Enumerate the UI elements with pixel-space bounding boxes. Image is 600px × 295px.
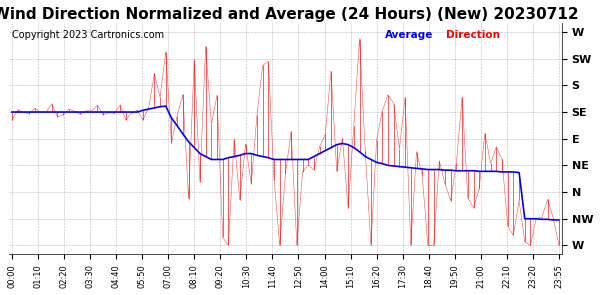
Text: Copyright 2023 Cartronics.com: Copyright 2023 Cartronics.com <box>12 30 164 40</box>
Title: Wind Direction Normalized and Average (24 Hours) (New) 20230712: Wind Direction Normalized and Average (2… <box>0 7 578 22</box>
Text: Direction: Direction <box>446 30 500 40</box>
Text: Average: Average <box>385 30 433 40</box>
